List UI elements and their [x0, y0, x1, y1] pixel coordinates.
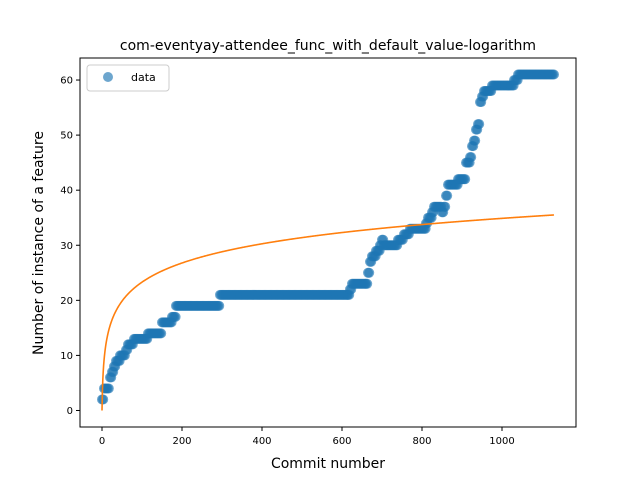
data-point-102 — [214, 300, 225, 311]
series-layer — [97, 69, 559, 405]
y-tick-label-1: 10 — [60, 351, 73, 362]
x-tick-label-4: 800 — [412, 436, 431, 447]
data-point-316 — [460, 174, 471, 185]
data-point-300 — [442, 190, 453, 201]
x-tick-label-0: 0 — [99, 436, 105, 447]
data-point-1 — [98, 394, 109, 405]
x-tick-label-5: 1000 — [489, 436, 514, 447]
y-tick-label-6: 60 — [60, 76, 73, 87]
x-axis-ticks: 0 200 400 600 800 1000 — [99, 427, 515, 447]
y-tick-label-4: 40 — [60, 186, 73, 197]
plot-frame — [79, 57, 577, 428]
plot-area — [80, 58, 576, 427]
data-point-229 — [364, 267, 375, 278]
legend-label-data: data — [131, 71, 156, 84]
data-point-227 — [362, 278, 373, 289]
y-tick-label-0: 0 — [67, 406, 73, 417]
data-point-65 — [170, 311, 181, 322]
chart-title: com-eventyay-attendee_func_with_default_… — [120, 38, 536, 54]
fit-line — [101, 214, 555, 411]
legend: data — [86, 64, 170, 92]
y-tick-label-3: 30 — [60, 241, 73, 252]
data-point-395 — [549, 69, 559, 80]
data-point-298 — [440, 201, 451, 212]
legend-box — [86, 64, 170, 92]
legend-marker-data — [103, 72, 113, 82]
data-point-52 — [156, 328, 167, 339]
x-tick-label-2: 400 — [252, 436, 271, 447]
data-point-6 — [103, 383, 114, 394]
x-axis-label: Commit number — [271, 456, 385, 472]
y-axis-label: Number of instance of a feature — [31, 131, 47, 355]
fit-layer — [101, 214, 555, 411]
data-point-322 — [466, 152, 477, 163]
y-tick-label-2: 20 — [60, 296, 73, 307]
data-point-330 — [474, 119, 485, 130]
data-point-326 — [470, 135, 481, 146]
y-axis-ticks: 0 10 20 30 40 50 60 — [60, 76, 80, 417]
x-tick-label-1: 200 — [172, 436, 191, 447]
x-tick-label-3: 600 — [332, 436, 351, 447]
y-tick-label-5: 50 — [60, 131, 73, 142]
